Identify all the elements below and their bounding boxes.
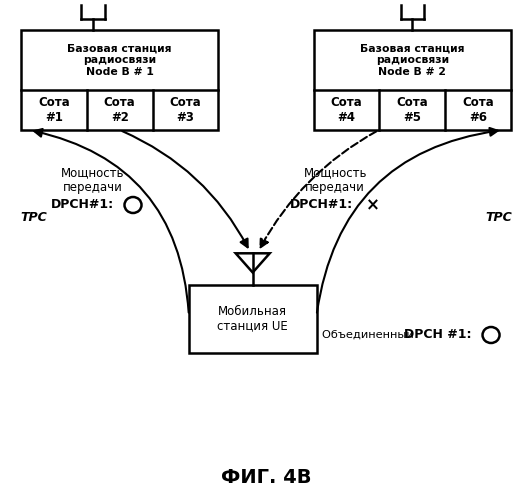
Text: Сота
#4: Сота #4 [331, 96, 363, 124]
Text: Базовая станция
радиосвязи
Node B # 2: Базовая станция радиосвязи Node B # 2 [360, 44, 464, 76]
Text: TPC: TPC [20, 211, 47, 224]
Text: Сота
#1: Сота #1 [38, 96, 70, 124]
Text: Объединенный: Объединенный [322, 330, 417, 340]
Text: ×: × [365, 196, 379, 214]
Text: DPCH #1:: DPCH #1: [404, 328, 472, 342]
Text: TPC: TPC [485, 211, 512, 224]
Text: DPCH#1:: DPCH#1: [51, 198, 114, 211]
Bar [21, 30, 218, 130]
Text: Сота
#6: Сота #6 [462, 96, 494, 124]
Text: Сота
#2: Сота #2 [104, 96, 136, 124]
Text: Мощность
передачи: Мощность передачи [303, 166, 367, 194]
Bar [189, 285, 317, 352]
Text: Мощность
передачи: Мощность передачи [61, 166, 125, 194]
Text: Сота
#3: Сота #3 [169, 96, 201, 124]
Text: ФИГ. 4В: ФИГ. 4В [221, 468, 311, 487]
Text: Сота
#5: Сота #5 [396, 96, 428, 124]
Text: DPCH#1:: DPCH#1: [290, 198, 353, 211]
Bar [314, 30, 511, 130]
FancyArrowPatch shape [317, 128, 497, 312]
FancyArrowPatch shape [122, 131, 248, 248]
FancyArrowPatch shape [261, 132, 377, 248]
Text: Базовая станция
радиосвязи
Node B # 1: Базовая станция радиосвязи Node B # 1 [68, 44, 172, 76]
Text: Мобильная
станция UE: Мобильная станция UE [218, 304, 288, 333]
FancyArrowPatch shape [34, 129, 189, 312]
